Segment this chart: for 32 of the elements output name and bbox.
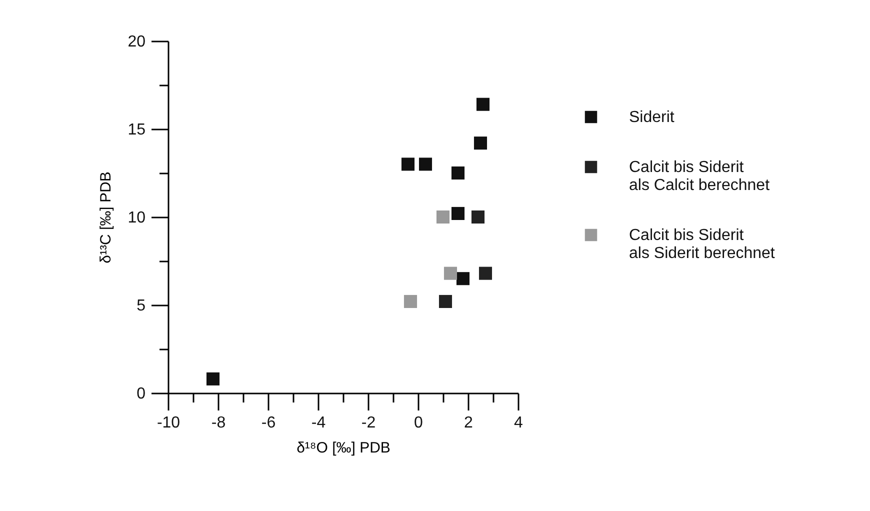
- point: [478, 266, 492, 280]
- x-tick-label: 0: [414, 414, 424, 432]
- x-tick-label: -2: [361, 414, 376, 432]
- point: [401, 158, 415, 171]
- y-tick-label: 15: [128, 122, 146, 138]
- y-tick-label: 10: [128, 210, 146, 226]
- point: [444, 266, 458, 280]
- point: [206, 372, 220, 386]
- point: [474, 136, 488, 150]
- legend-label: Calcit bis Siderit als Calcit berechnet: [629, 159, 770, 194]
- x-tick-label: 4: [514, 414, 524, 432]
- x-tick-label: -6: [261, 414, 276, 432]
- y-axis-title: δ¹³C [‰] PDB: [98, 172, 115, 264]
- legend-label: Siderit: [629, 109, 675, 126]
- point: [438, 294, 452, 308]
- point: [451, 166, 465, 180]
- point: [476, 98, 490, 111]
- x-tick-label: -8: [211, 414, 226, 432]
- y-tick-label: 0: [136, 386, 146, 402]
- point: [456, 272, 470, 286]
- legend-label: Calcit bis Siderit als Siderit berechnet: [629, 227, 776, 262]
- y-tick-label: 20: [128, 34, 146, 50]
- y-tick-label: 5: [136, 298, 146, 314]
- point: [404, 294, 418, 308]
- point: [436, 210, 450, 224]
- point: [471, 210, 485, 224]
- x-tick-label: -4: [311, 414, 326, 432]
- point: [418, 158, 432, 171]
- x-tick-label: 2: [464, 414, 474, 432]
- x-tick-label: -10: [156, 414, 180, 432]
- x-axis-title: δ¹⁸O [‰] PDB: [296, 440, 390, 456]
- point: [451, 206, 465, 220]
